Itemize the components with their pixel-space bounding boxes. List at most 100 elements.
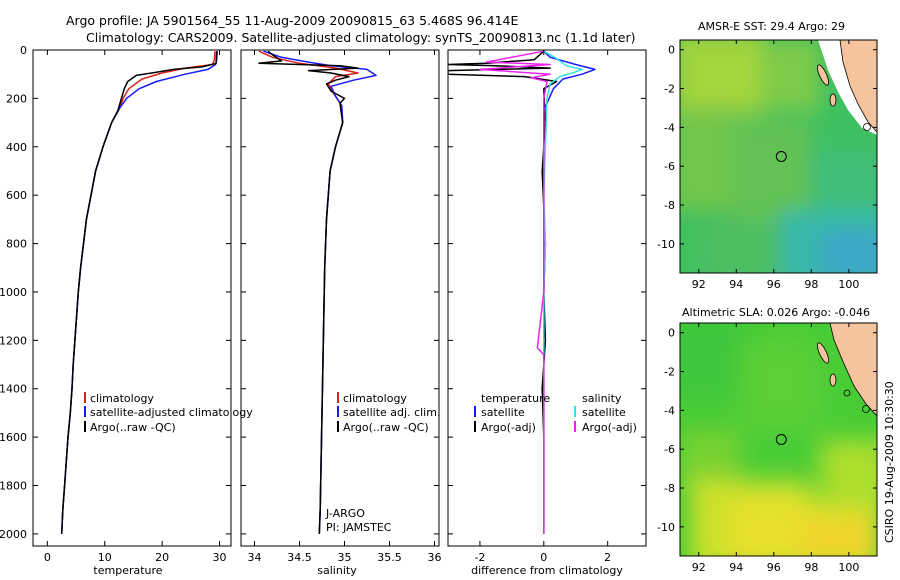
map-y-tick-label: -8 <box>664 482 675 495</box>
x-tick-label: 0 <box>44 551 51 564</box>
salinity-panel: 34 34.5 35 35.5 36 salinity climatology sate… <box>240 49 442 577</box>
legend-swatch-argo <box>337 421 339 432</box>
y-tick-label: 1800 <box>0 480 27 493</box>
map-y-tick-label: -6 <box>664 443 675 456</box>
map-y-tick-label: -8 <box>664 199 675 212</box>
difference-legend-temperature: temperature satellite Argo(-adj) <box>474 392 550 434</box>
y-tick-label: 1000 <box>0 286 27 299</box>
y-tick-label: 800 <box>6 238 27 251</box>
y-tick-label: 600 <box>6 189 27 202</box>
map-x-tick-label: 96 <box>767 561 781 574</box>
series-line-argo <box>448 50 558 534</box>
legend-swatch-satellite <box>84 406 86 417</box>
sla-map-panel: Altimetric SLA: 0.026 Argo: -0.046 92 94 9… <box>657 306 878 574</box>
legend-heading-salinity: salinity <box>582 392 622 405</box>
series-line-argo_diff <box>479 50 551 534</box>
x-tick-label: -2 <box>474 551 485 564</box>
legend-swatch-climatology <box>84 392 86 403</box>
annotation-j-argo: J-ARGO <box>325 507 365 520</box>
difference-legend-salinity: salinity satellite Argo(-adj) <box>574 392 637 434</box>
x-tick-label: 36 <box>428 551 442 564</box>
legend-label-argo-adj: Argo(-adj) <box>481 421 536 434</box>
header-line-2: Climatology: CARS2009. Satellite-adjuste… <box>86 30 636 45</box>
y-tick-label: 200 <box>6 92 27 105</box>
series-line-sat_diff <box>543 50 583 534</box>
legend-label-climatology: climatology <box>90 392 154 405</box>
map-y-tick-label: -2 <box>664 83 675 96</box>
map-y-tick-label: 0 <box>668 327 675 340</box>
argo-float-marker <box>775 151 787 162</box>
difference-xlabel: difference from climatology <box>471 564 623 577</box>
x-tick-label: 35.5 <box>377 551 402 564</box>
y-tick-label: 2000 <box>0 528 27 541</box>
y-tick-label: 1400 <box>0 383 27 396</box>
series-line-argo <box>60 51 218 534</box>
legend-swatch-climatology <box>337 392 339 403</box>
argo-float-marker <box>775 434 787 445</box>
legend-swatch-satellite-salinity <box>574 406 576 417</box>
series-line-sat <box>60 51 218 534</box>
map-x-tick-label: 98 <box>804 278 818 291</box>
temperature-legend: climatology satellite-adjusted climatolo… <box>84 392 253 434</box>
salinity-legend: climatology satellite adj. clim. Argo(..… <box>337 392 440 434</box>
y-tick-label: 1600 <box>0 431 27 444</box>
legend-label-argo-salinity: Argo(-adj) <box>582 421 637 434</box>
sst-map-title: AMSR-E SST: 29.4 Argo: 29 <box>698 20 845 33</box>
header-line-1: Argo profile: JA 5901564_55 11-Aug-2009 … <box>66 13 519 28</box>
island-outline <box>816 342 830 364</box>
island-outline <box>863 123 871 131</box>
legend-label-climatology: climatology <box>343 392 407 405</box>
salinity-xlabel: salinity <box>317 564 357 577</box>
map-y-tick-label: -4 <box>664 121 675 134</box>
island-outline <box>829 93 837 107</box>
sst-map-panel: AMSR-E SST: 29.4 Argo: 29 92 94 96 98 100 0 -2… <box>657 20 878 291</box>
sumatra-coastline <box>829 323 877 417</box>
map-x-tick-label: 94 <box>729 561 743 574</box>
x-tick-label: 20 <box>155 551 169 564</box>
series-line-sat <box>263 50 377 534</box>
footer-credit: CSIRO 19-Aug-2009 10:30:30 <box>883 381 896 543</box>
legend-label-satellite: satellite <box>481 406 525 419</box>
legend-label-argo: Argo(..raw -QC) <box>343 421 429 434</box>
temperature-xlabel: temperature <box>93 564 162 577</box>
map-y-tick-label: -2 <box>664 366 675 379</box>
legend-label-satellite-adjusted: satellite-adjusted climatology <box>90 406 253 419</box>
map-x-tick-label: 100 <box>838 561 859 574</box>
x-tick-label: 35 <box>338 551 352 564</box>
legend-swatch-satellite <box>337 406 339 417</box>
x-tick-label: 2 <box>604 551 611 564</box>
series-line-sat <box>543 50 596 534</box>
x-tick-label: 34 <box>248 551 262 564</box>
x-tick-label: 10 <box>98 551 112 564</box>
map-x-tick-label: 100 <box>838 278 859 291</box>
y-tick-label: 1200 <box>0 334 27 347</box>
annotation-pi: PI: JAMSTEC <box>326 521 392 534</box>
series-line-argo <box>258 50 359 534</box>
island-outline <box>816 64 830 86</box>
x-tick-label: 0 <box>540 551 547 564</box>
difference-panel: -2 0 2 difference from climatology tempera… <box>447 49 647 577</box>
x-tick-label: 34.5 <box>287 551 312 564</box>
island-outline <box>862 405 870 413</box>
map-y-tick-label: -4 <box>664 404 675 417</box>
y-tick-label: 400 <box>6 141 27 154</box>
temperature-panel: 0 10 20 30 0 200 400 600 800 1000 1200 1400 1600 1800… <box>0 44 253 577</box>
island-outline <box>843 389 851 397</box>
map-x-tick-label: 94 <box>729 278 743 291</box>
map-x-tick-label: 98 <box>804 561 818 574</box>
legend-swatch-argo-salinity <box>574 421 576 432</box>
legend-label-satellite: satellite adj. clim. <box>343 406 440 419</box>
map-y-tick-label: 0 <box>668 44 675 57</box>
map-x-tick-label: 92 <box>692 278 706 291</box>
sumatra-coastline <box>839 40 877 133</box>
legend-label-argo: Argo(..raw -QC) <box>90 421 176 434</box>
map-x-tick-label: 92 <box>692 561 706 574</box>
legend-swatch-satellite <box>474 406 476 417</box>
map-y-tick-label: -6 <box>664 160 675 173</box>
map-y-tick-label: -10 <box>657 238 675 251</box>
legend-label-satellite-salinity: satellite <box>582 406 626 419</box>
map-x-tick-label: 96 <box>767 278 781 291</box>
legend-swatch-argo <box>474 421 476 432</box>
legend-heading-temperature: temperature <box>481 392 550 405</box>
